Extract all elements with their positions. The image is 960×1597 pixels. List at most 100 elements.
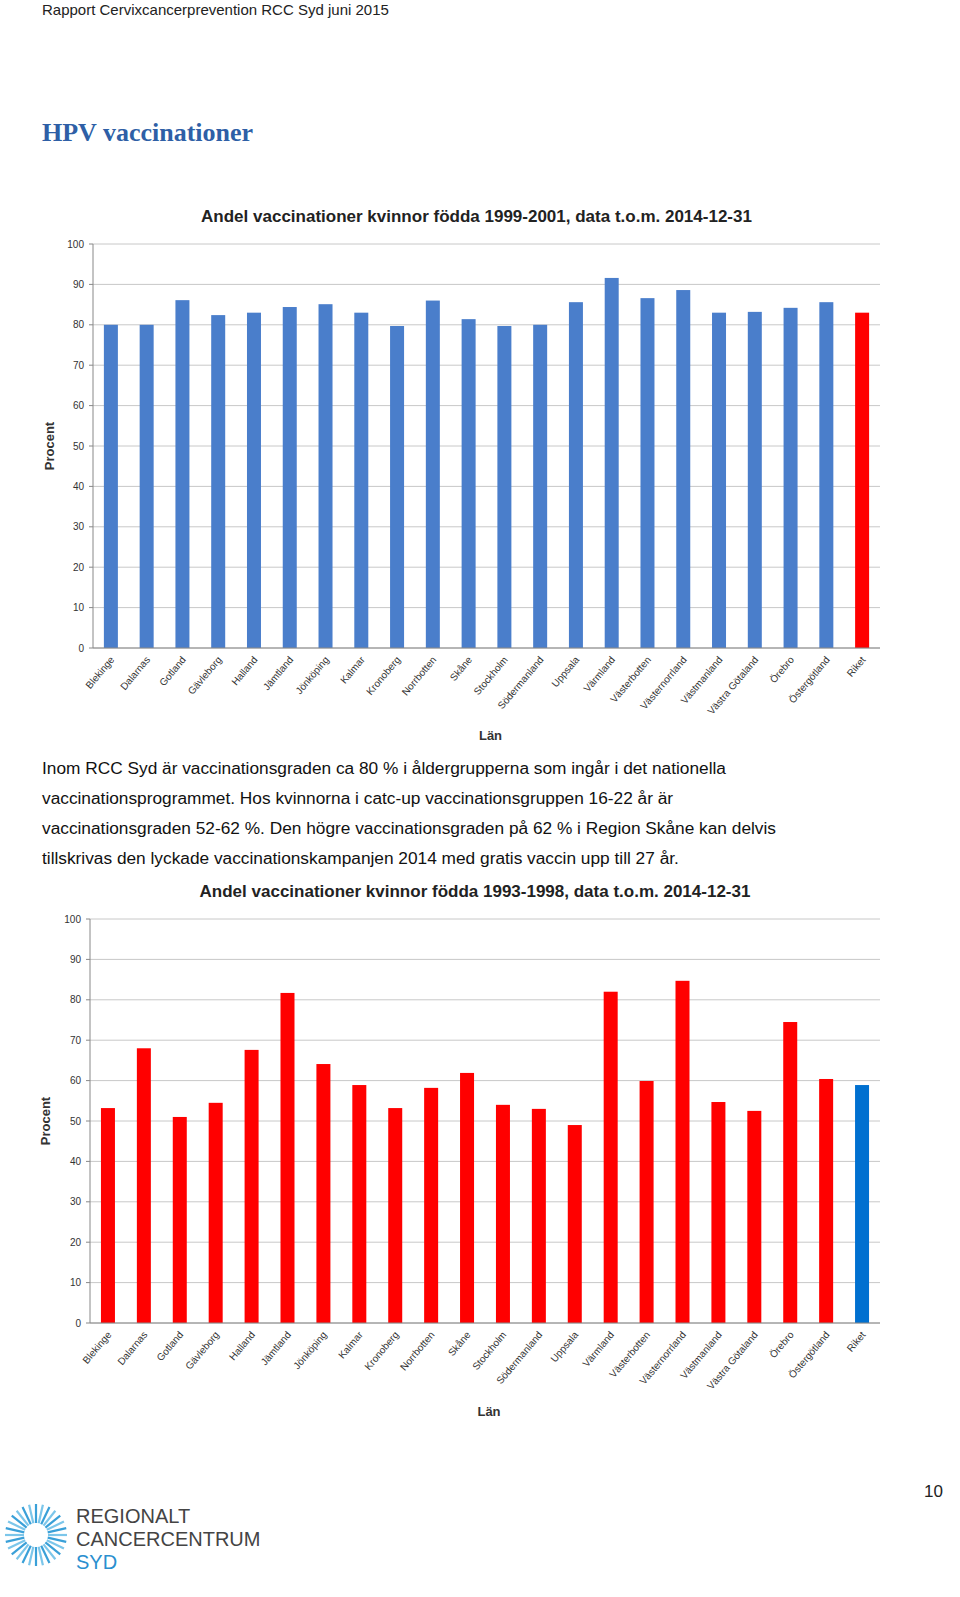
x-tick-label: Jämtland: [259, 1329, 294, 1367]
bar: [819, 1079, 833, 1323]
x-tick-label: Stockholm: [471, 654, 509, 697]
bar: [604, 992, 618, 1323]
y-tick-label: 0: [78, 643, 84, 654]
tick-mark: [86, 1040, 90, 1041]
x-axis-label: Län: [479, 728, 502, 743]
grid-line: [93, 567, 880, 568]
logo-ray: [35, 1504, 37, 1523]
grid-line: [93, 324, 880, 325]
bar: [175, 300, 189, 648]
bar: [711, 1102, 725, 1323]
grid-line: [93, 405, 880, 406]
paragraph-line: tillskrivas den lyckade vaccinationskamp…: [42, 848, 679, 868]
bar: [137, 1048, 151, 1323]
tick-mark: [86, 1201, 90, 1202]
bar: [855, 1085, 869, 1323]
x-tick-label: Östergötland: [786, 1329, 831, 1380]
y-axis-label: Procent: [38, 1096, 53, 1145]
x-tick-label: Kalmar: [336, 1329, 365, 1361]
chart-title: Andel vaccinationer kvinnor födda 1999-2…: [201, 207, 752, 226]
x-tick-label: Halland: [227, 1329, 257, 1362]
y-tick-label: 100: [64, 914, 81, 925]
x-tick-label: Riket: [845, 654, 868, 679]
x-tick-label: Östergötland: [787, 654, 832, 705]
x-tick-label: Kronoberg: [362, 1329, 400, 1372]
grid-line: [93, 244, 880, 245]
bar: [245, 1050, 259, 1323]
bar: [747, 1111, 761, 1323]
bar: [283, 307, 297, 648]
bar: [173, 1117, 187, 1323]
bar: [211, 315, 225, 648]
bar: [855, 313, 869, 648]
tick-mark: [89, 284, 93, 285]
x-axis: [93, 648, 880, 649]
x-tick-label: Örebro: [767, 1329, 796, 1360]
page: Rapport Cervixcancerprevention RCC Syd j…: [0, 0, 960, 1597]
paragraph-line: vaccinationsgraden 52-62 %. Den högre va…: [42, 818, 776, 838]
bar: [819, 302, 833, 648]
bar: [748, 312, 762, 648]
tick-mark: [89, 648, 93, 649]
tick-mark: [89, 365, 93, 366]
logo-ray: [48, 1528, 67, 1532]
tick-mark: [89, 567, 93, 568]
grid-line: [90, 1282, 880, 1283]
x-tick-label: Uppsala: [549, 654, 581, 690]
tick-mark: [86, 1080, 90, 1081]
logo-text: REGIONALT: [76, 1505, 190, 1527]
y-tick-label: 30: [73, 521, 85, 532]
grid-line: [93, 607, 880, 608]
x-axis-label: Län: [477, 1404, 500, 1419]
bars: [104, 278, 869, 648]
y-tick-label: 90: [73, 279, 85, 290]
bars: [101, 981, 869, 1323]
y-tick-label: 90: [70, 954, 82, 965]
tick-mark: [89, 446, 93, 447]
y-tick-label: 20: [73, 562, 85, 573]
tick-mark: [89, 486, 93, 487]
bar: [784, 308, 798, 648]
logo-ray: [35, 1547, 37, 1566]
tick-mark: [89, 405, 93, 406]
grid-line: [93, 486, 880, 487]
bar: [533, 325, 547, 648]
grid-line: [90, 1242, 880, 1243]
bar: [497, 326, 511, 648]
logo-ray: [48, 1534, 67, 1536]
bar: [605, 278, 619, 648]
page-number: 10: [924, 1482, 943, 1501]
bar: [390, 326, 404, 648]
grid-line: [90, 999, 880, 1000]
logo-text: CANCERCENTRUM: [76, 1528, 260, 1550]
bar: [568, 1125, 582, 1323]
grid-line: [90, 1080, 880, 1081]
grid-line: [93, 648, 880, 649]
x-tick-label: Gotland: [157, 654, 188, 688]
x-tick-label: Värmland: [580, 1329, 616, 1369]
x-tick-label: Norrbotten: [398, 1329, 437, 1372]
tick-mark: [86, 1242, 90, 1243]
bar: [281, 993, 295, 1323]
tick-mark: [89, 244, 93, 245]
x-tick-label: Västernorrland: [637, 1329, 688, 1386]
x-tick-label: Gävleborg: [186, 654, 224, 696]
bar: [316, 1064, 330, 1323]
grid-line: [93, 365, 880, 366]
grid-line: [93, 446, 880, 447]
bar: [676, 981, 690, 1323]
tick-mark: [89, 526, 93, 527]
tick-mark: [86, 959, 90, 960]
page-header: Rapport Cervixcancerprevention RCC Syd j…: [42, 1, 389, 18]
y-tick-label: 70: [70, 1035, 82, 1046]
y-tick-label: 60: [70, 1075, 82, 1086]
x-tick-label: Gävleborg: [183, 1329, 221, 1371]
tick-mark: [86, 919, 90, 920]
x-tick-label: Dalarnas: [115, 1329, 149, 1367]
y-tick-label: 50: [73, 441, 85, 452]
x-tick-label: Västernorrland: [638, 654, 689, 711]
bar: [783, 1022, 797, 1323]
grid-line: [93, 526, 880, 527]
logo-icon: [5, 1504, 67, 1566]
grid-line: [90, 1161, 880, 1162]
